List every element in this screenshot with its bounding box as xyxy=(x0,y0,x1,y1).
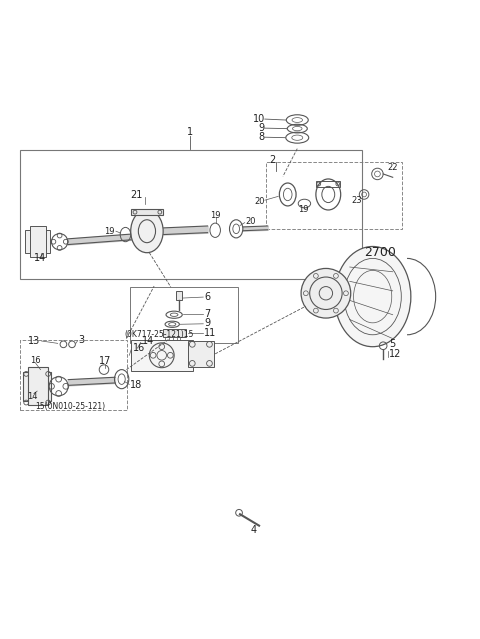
Text: 12: 12 xyxy=(389,349,401,359)
Bar xyxy=(23,372,51,401)
Text: 19: 19 xyxy=(210,211,220,220)
Bar xyxy=(266,162,402,229)
Text: (0K717-25-121)15: (0K717-25-121)15 xyxy=(124,330,193,339)
Text: 14: 14 xyxy=(27,392,37,401)
Text: 21: 21 xyxy=(130,190,142,201)
Text: 11: 11 xyxy=(204,328,216,338)
Text: 23: 23 xyxy=(351,196,362,204)
Text: 8: 8 xyxy=(259,132,265,142)
Text: 20: 20 xyxy=(246,217,256,226)
Text: 18: 18 xyxy=(130,380,143,390)
Bar xyxy=(188,341,214,367)
Text: 10: 10 xyxy=(252,114,265,124)
Bar xyxy=(131,340,193,371)
Text: 19: 19 xyxy=(298,205,308,214)
Text: 14: 14 xyxy=(142,336,155,346)
Circle shape xyxy=(301,268,351,318)
Text: 9: 9 xyxy=(204,318,210,328)
Bar xyxy=(21,150,362,279)
Text: 9: 9 xyxy=(259,123,265,133)
Text: 5: 5 xyxy=(389,339,395,350)
Bar xyxy=(131,209,163,215)
Bar xyxy=(130,287,238,343)
Bar xyxy=(30,226,46,256)
Text: 22: 22 xyxy=(387,163,397,173)
Bar xyxy=(176,291,182,300)
Text: 15(0N010-25-121): 15(0N010-25-121) xyxy=(35,402,105,411)
Text: 3: 3 xyxy=(79,335,85,344)
Text: 16: 16 xyxy=(132,343,145,353)
Text: 2700: 2700 xyxy=(364,246,396,259)
Ellipse shape xyxy=(131,210,163,252)
Text: 19: 19 xyxy=(105,227,115,236)
Bar xyxy=(25,230,50,252)
Bar xyxy=(316,181,340,187)
Bar xyxy=(163,329,186,337)
Text: 4: 4 xyxy=(250,525,256,535)
Text: 6: 6 xyxy=(204,291,210,302)
Bar xyxy=(20,339,127,410)
Text: 17: 17 xyxy=(99,357,112,367)
Ellipse shape xyxy=(335,247,411,347)
Text: 2: 2 xyxy=(270,155,276,165)
Text: 16: 16 xyxy=(30,355,41,365)
Text: 7: 7 xyxy=(204,309,210,319)
Bar xyxy=(28,367,48,405)
Text: 1: 1 xyxy=(187,127,193,137)
Text: 20: 20 xyxy=(254,197,265,206)
Text: 13: 13 xyxy=(28,336,40,346)
Text: 14: 14 xyxy=(35,254,47,263)
